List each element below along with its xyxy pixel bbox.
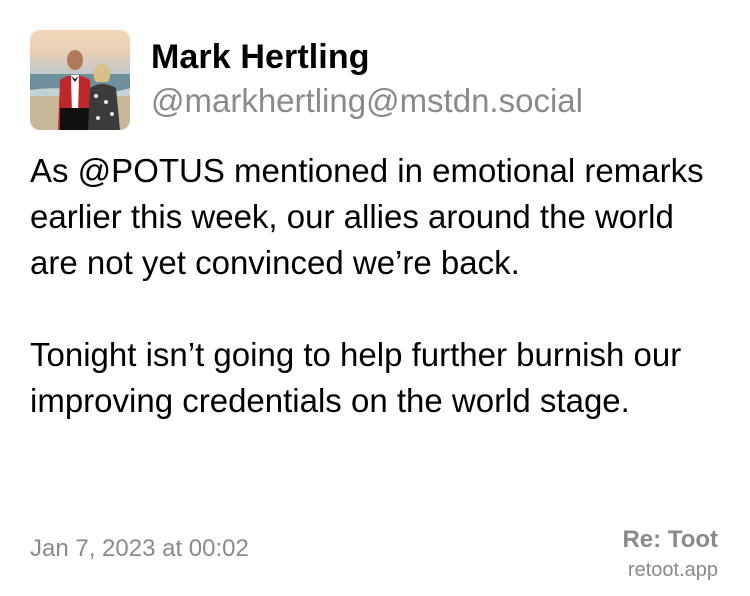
post-timestamp: Jan 7, 2023 at 00:02	[30, 535, 249, 562]
user-handle[interactable]: @markhertling@mstdn.social	[151, 82, 583, 119]
profile-photo-icon	[30, 30, 130, 130]
post-paragraph: Tonight isn’t going to help further burn…	[30, 336, 682, 419]
branding: Re: Toot retoot.app	[622, 526, 718, 584]
brand-title: Re: Toot	[622, 526, 718, 553]
post-paragraph: As @POTUS mentioned in emotional remarks…	[30, 152, 704, 281]
display-name[interactable]: Mark Hertling	[151, 38, 370, 76]
avatar[interactable]	[30, 30, 130, 130]
brand-url: retoot.app	[627, 559, 718, 581]
post-body: As @POTUS mentioned in emotional remarks…	[30, 148, 730, 424]
